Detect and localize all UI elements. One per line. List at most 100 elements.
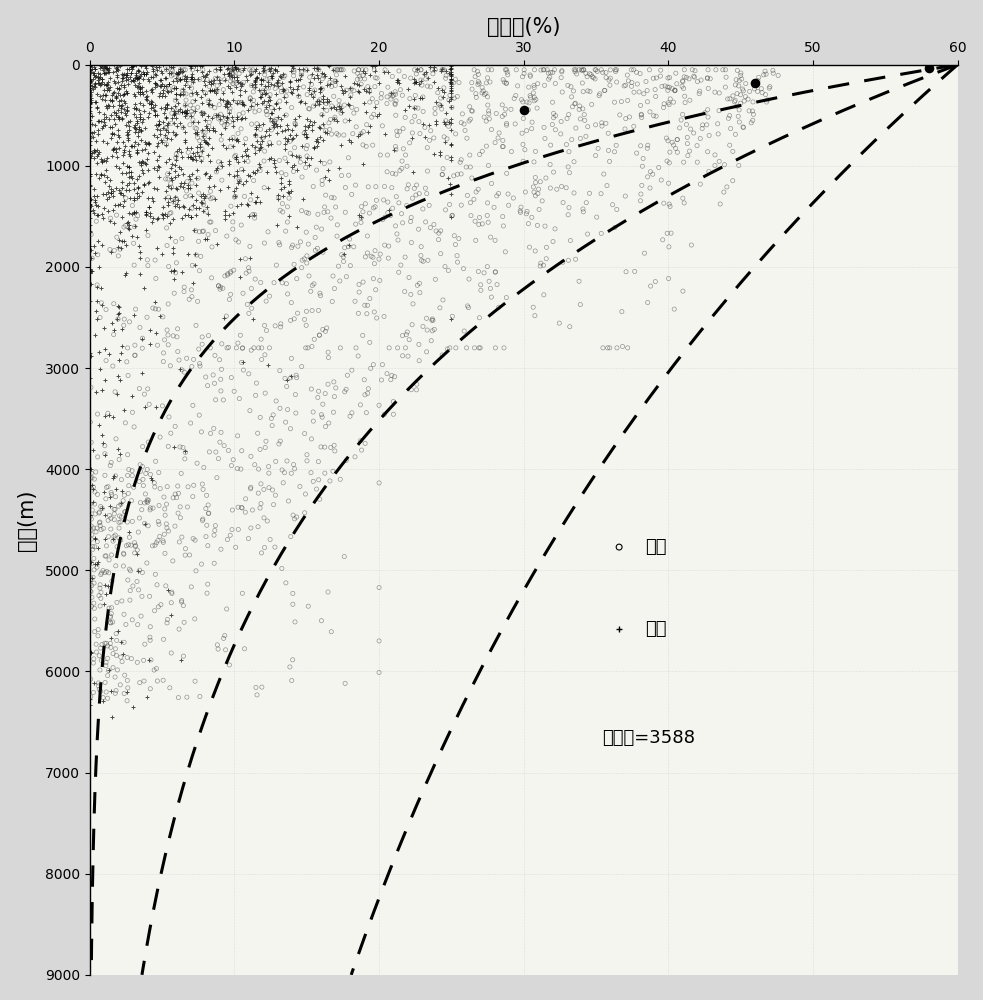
Point: [175, 120, 191, 136]
Point: [221, 68, 237, 84]
Point: [120, 485, 136, 501]
Point: [249, 375, 264, 391]
Point: [423, 220, 438, 236]
Point: [146, 662, 162, 678]
Point: [358, 249, 374, 265]
Point: [687, 63, 703, 79]
Point: [171, 621, 187, 637]
Point: [120, 680, 136, 696]
Point: [252, 159, 267, 175]
Point: [667, 82, 683, 98]
Point: [112, 185, 128, 201]
Point: [198, 124, 213, 140]
Point: [315, 119, 330, 135]
Point: [199, 135, 214, 151]
Point: [255, 57, 270, 73]
Point: [403, 209, 419, 225]
Point: [677, 88, 693, 104]
Point: [247, 210, 262, 226]
Point: [97, 341, 113, 357]
Point: [165, 328, 181, 344]
Point: [136, 165, 151, 181]
Point: [196, 124, 211, 140]
Point: [217, 642, 233, 658]
Point: [175, 440, 191, 456]
Point: [126, 419, 142, 435]
Point: [202, 98, 218, 114]
Point: [90, 122, 106, 138]
Point: [91, 104, 107, 120]
Point: [304, 122, 319, 138]
Point: [408, 187, 424, 203]
Point: [261, 135, 277, 151]
Point: [443, 68, 459, 84]
Point: [653, 62, 668, 78]
Point: [118, 237, 134, 253]
Point: [86, 675, 101, 691]
Point: [433, 90, 448, 106]
Point: [101, 346, 117, 362]
Point: [108, 489, 124, 505]
Point: [131, 563, 146, 579]
Point: [83, 671, 98, 687]
Point: [138, 204, 153, 220]
Point: [244, 100, 260, 116]
Point: [101, 178, 117, 194]
Point: [347, 449, 363, 465]
Point: [309, 138, 324, 154]
Point: [158, 109, 174, 125]
Point: [495, 72, 511, 88]
Point: [84, 527, 99, 543]
Point: [360, 79, 376, 95]
Point: [296, 126, 312, 142]
Point: [218, 114, 234, 130]
Point: [751, 69, 767, 85]
Point: [195, 68, 210, 84]
Point: [195, 128, 210, 144]
Point: [172, 86, 188, 102]
Point: [89, 100, 105, 116]
Point: [467, 69, 483, 85]
Point: [189, 162, 204, 178]
Point: [521, 79, 537, 95]
Point: [246, 84, 261, 100]
Point: [273, 170, 289, 186]
Point: [118, 165, 134, 181]
Point: [294, 65, 310, 81]
Point: [177, 207, 193, 223]
Point: [267, 487, 283, 503]
Point: [445, 75, 461, 91]
Point: [643, 164, 659, 180]
Point: [92, 577, 108, 593]
Point: [259, 85, 274, 101]
Point: [228, 132, 244, 148]
Point: [662, 196, 677, 212]
Point: [201, 130, 216, 146]
Point: [299, 62, 315, 78]
Point: [192, 356, 207, 372]
Point: [133, 109, 148, 125]
Point: [122, 592, 138, 608]
Point: [127, 347, 143, 363]
Point: [218, 111, 234, 127]
Point: [118, 217, 134, 233]
Point: [121, 122, 137, 138]
Point: [274, 462, 290, 478]
Point: [240, 196, 256, 212]
Point: [88, 68, 104, 84]
Point: [519, 123, 535, 139]
Point: [283, 368, 299, 384]
Point: [208, 81, 224, 97]
Point: [679, 129, 695, 145]
Point: [187, 246, 202, 262]
Point: [84, 242, 99, 258]
Point: [255, 72, 270, 88]
Point: [194, 89, 209, 105]
Point: [83, 644, 98, 660]
Point: [458, 159, 474, 175]
Point: [92, 69, 108, 85]
Point: [132, 188, 147, 204]
Point: [119, 177, 135, 193]
Point: [108, 88, 124, 104]
Point: [82, 293, 97, 309]
